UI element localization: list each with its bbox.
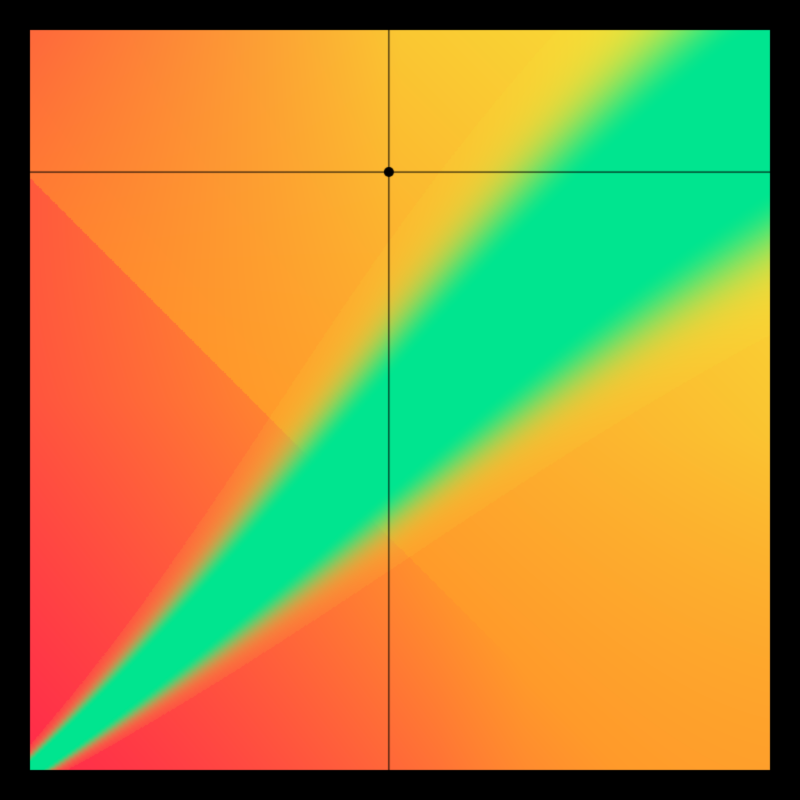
bottleneck-heatmap xyxy=(0,0,800,800)
chart-container: { "watermark": { "text": "TheBottleneck.… xyxy=(0,0,800,800)
